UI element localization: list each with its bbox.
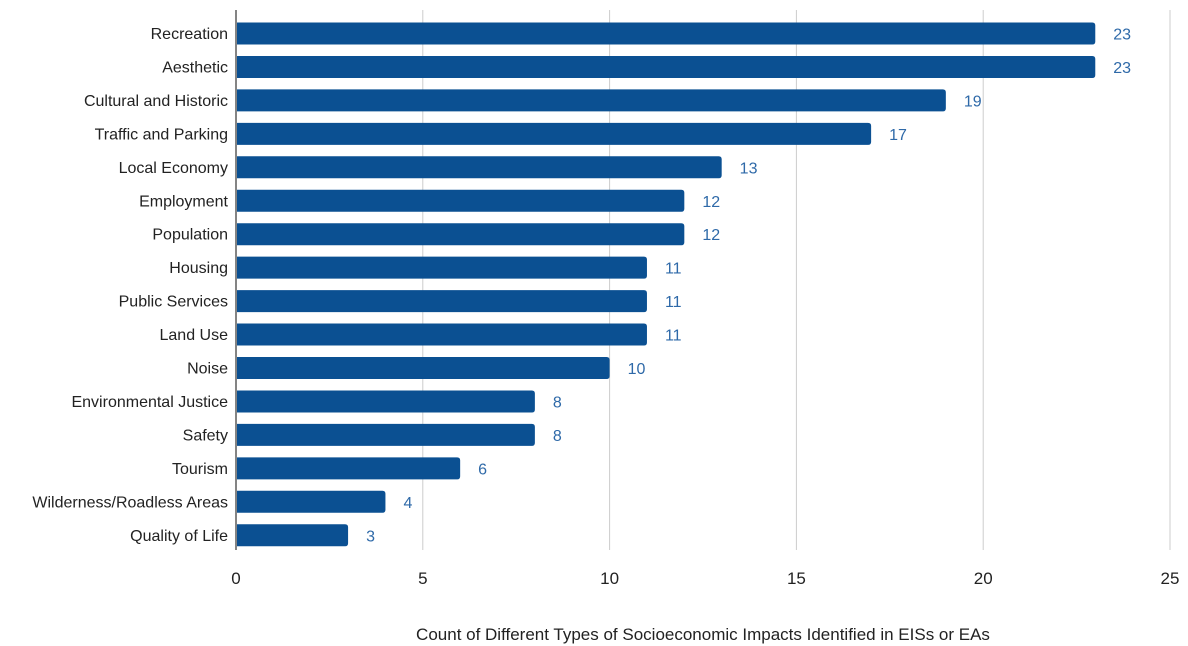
value-label: 12	[702, 194, 720, 211]
bar-land-use	[237, 323, 647, 346]
bar-recreation	[237, 22, 1096, 45]
value-label: 4	[403, 495, 412, 512]
value-label: 11	[665, 328, 682, 345]
bar-cultural-and-historic	[237, 89, 946, 112]
value-label: 8	[553, 428, 562, 445]
value-label: 12	[702, 227, 720, 244]
category-label: Environmental Justice	[71, 394, 228, 411]
bar-local-economy	[237, 156, 722, 179]
category-label: Tourism	[172, 461, 228, 478]
bar-noise	[237, 357, 610, 379]
value-label: 11	[665, 261, 682, 278]
value-label: 11	[665, 294, 682, 311]
category-labels: Recreation Aesthetic Cultural and Historic…	[32, 26, 228, 545]
value-label: 23	[1113, 27, 1131, 44]
bar-safety	[237, 423, 535, 446]
value-label: 6	[478, 461, 487, 478]
x-tick-label: 20	[974, 569, 993, 588]
category-label: Quality of Life	[130, 528, 228, 545]
value-label: 13	[740, 160, 758, 177]
bar-traffic-and-parking	[237, 122, 872, 145]
value-label: 8	[553, 394, 562, 411]
value-label: 23	[1113, 60, 1131, 77]
bar-wilderness-roadless-areas	[237, 490, 386, 513]
category-label: Population	[152, 227, 228, 244]
bar-aesthetic	[237, 55, 1096, 78]
category-label: Land Use	[160, 327, 229, 344]
value-label: 19	[964, 93, 982, 110]
x-axis-title: Count of Different Types of Socioeconomi…	[416, 625, 990, 644]
category-label: Wilderness/Roadless Areas	[32, 494, 228, 511]
bar-population	[237, 223, 685, 246]
category-label: Safety	[183, 427, 228, 444]
category-label: Public Services	[119, 294, 228, 311]
category-label: Housing	[169, 260, 228, 277]
x-tick-label: 10	[600, 569, 619, 588]
bar-housing	[237, 256, 647, 279]
bar-tourism	[237, 457, 461, 480]
category-label: Aesthetic	[162, 59, 228, 76]
category-label: Local Economy	[119, 160, 228, 177]
x-tick-label: 25	[1161, 569, 1180, 588]
bar-environmental-justice	[237, 390, 535, 413]
category-label: Employment	[139, 193, 228, 210]
bar-public-services	[237, 290, 647, 313]
bar-quality-of-life	[237, 524, 349, 547]
x-tick-label: 5	[418, 569, 427, 588]
category-label: Recreation	[151, 26, 228, 43]
value-label: 17	[889, 127, 907, 144]
bar-employment	[237, 189, 685, 212]
x-tick-label: 0	[231, 569, 240, 588]
value-label: 3	[366, 528, 375, 545]
category-label: Cultural and Historic	[84, 93, 228, 110]
x-tick-label: 15	[787, 569, 806, 588]
category-label: Traffic and Parking	[95, 126, 228, 143]
value-labels: 23 23 19 17 13 12 12 11 11 11 10 8 8 6 4 3	[366, 27, 1131, 546]
category-label: Noise	[187, 361, 228, 378]
x-axis-tick-labels: 0 5 10 15 20 25	[231, 569, 1179, 588]
value-label: 10	[628, 361, 646, 378]
bars	[237, 22, 1096, 547]
